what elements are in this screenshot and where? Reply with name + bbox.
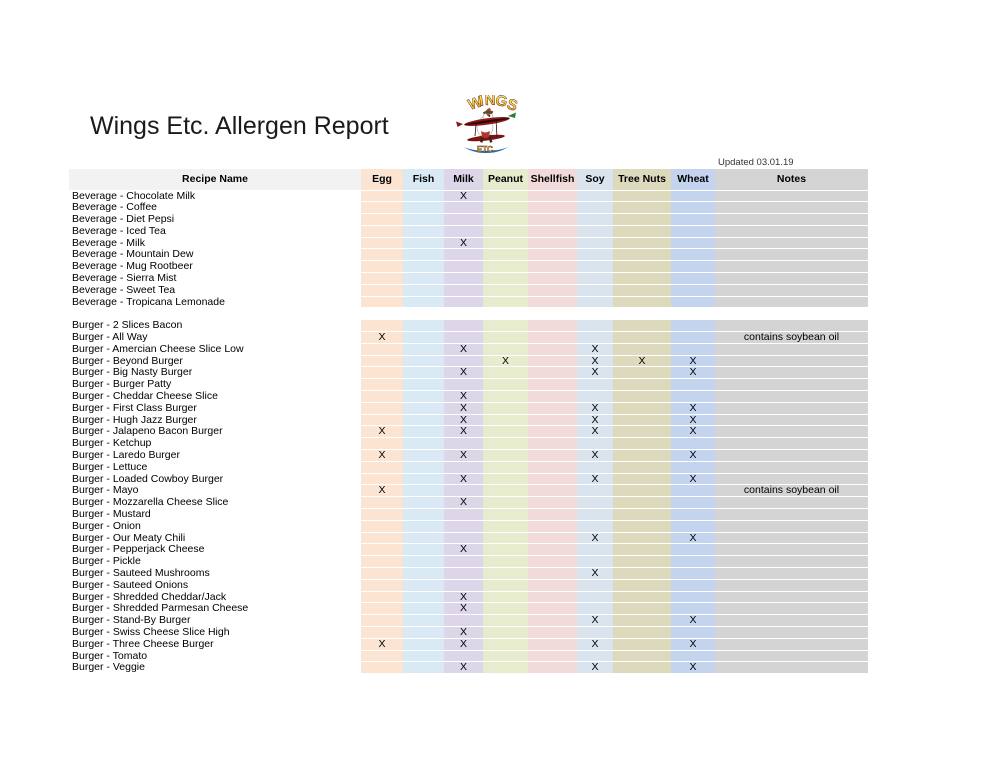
svg-text:ETC.: ETC. (477, 145, 495, 154)
